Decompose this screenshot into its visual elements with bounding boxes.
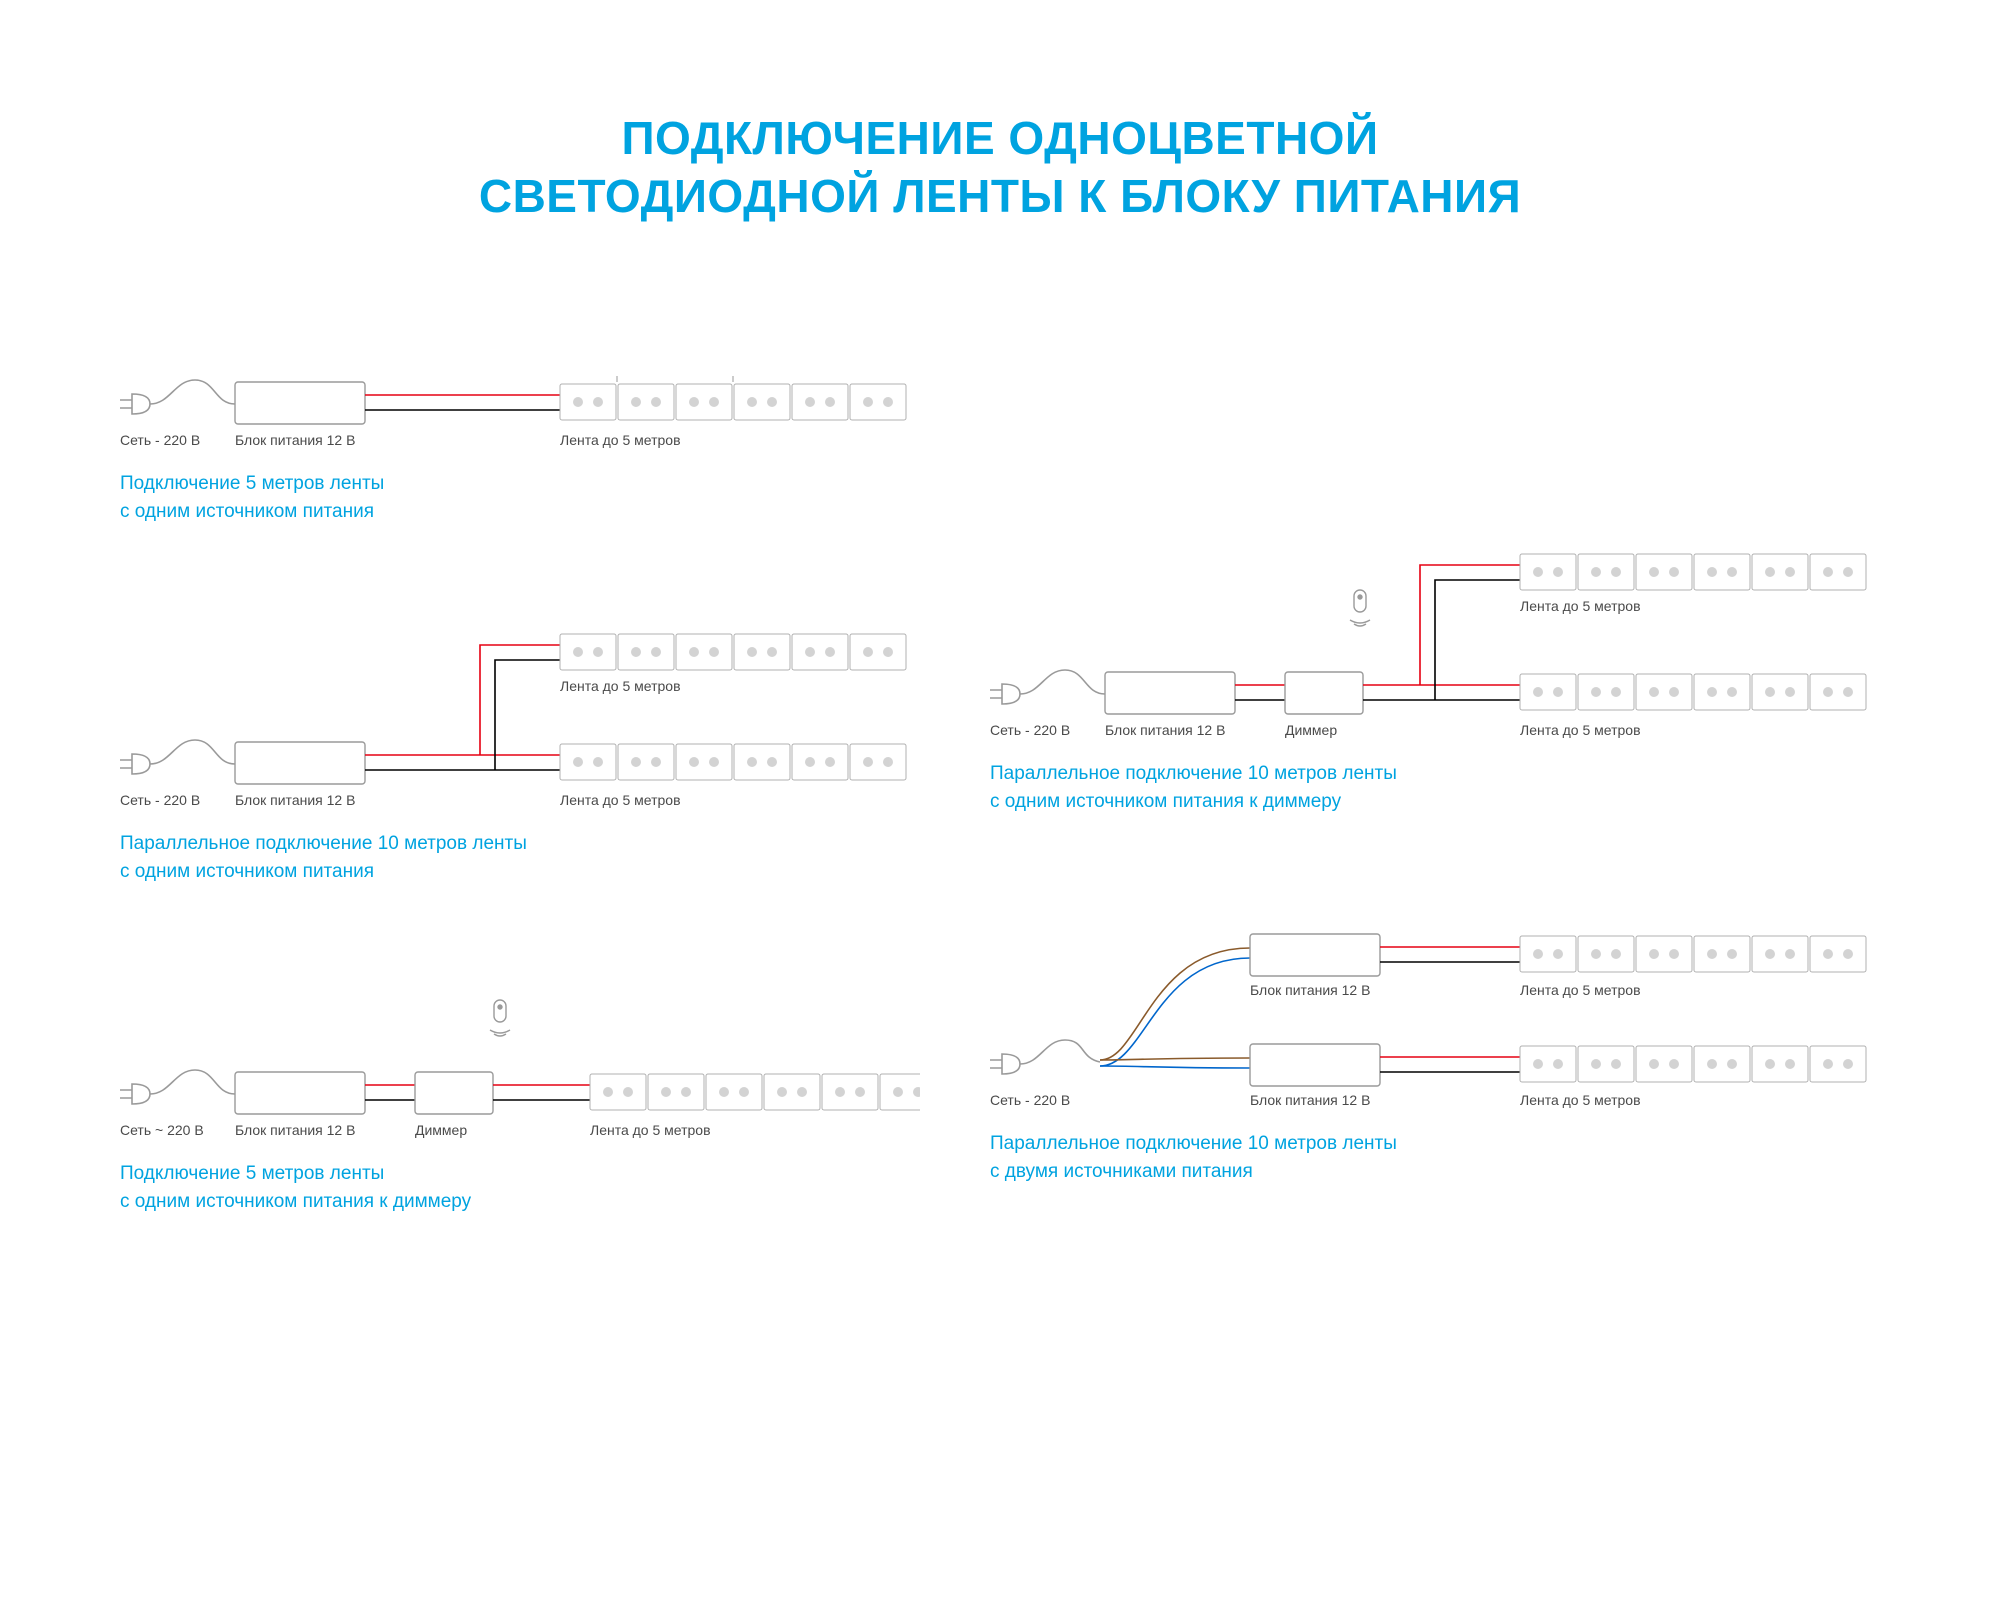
caption-line: Подключение 5 метров ленты xyxy=(120,473,384,494)
label-strip: Лента до 5 метров xyxy=(590,1122,711,1138)
label-strip-lower: Лента до 5 метров xyxy=(1520,1092,1641,1108)
schema-2: Лента до 5 метров Сеть - 220 В Блок пита… xyxy=(120,620,920,900)
caption-line: Параллельное подключение 10 метров ленты xyxy=(990,1133,1397,1154)
schema-4: Лента до 5 метров Сеть - 220 В Блок пита… xyxy=(990,540,1890,860)
caption-line: Подключение 5 метров ленты xyxy=(120,1163,384,1184)
label-mains: Сеть - 220 В xyxy=(990,722,1070,738)
schema-1-caption: Подключение 5 метров ленты с одним источ… xyxy=(120,470,384,525)
caption-line: Параллельное подключение 10 метров ленты xyxy=(120,833,527,854)
caption-line: с двумя источниками питания xyxy=(990,1161,1253,1182)
label-mains: Сеть - 220 В xyxy=(120,432,200,448)
schema-1: Сеть - 220 В Блок питания 12 В Лента до … xyxy=(120,350,920,530)
caption-line: с одним источником питания к диммеру xyxy=(120,1191,471,1212)
caption-line: с одним источником питания xyxy=(120,501,374,522)
schema-5-svg xyxy=(990,910,1890,1140)
caption-line: Параллельное подключение 10 метров ленты xyxy=(990,763,1397,784)
label-psu: Блок питания 12 В xyxy=(235,792,355,808)
label-mains: Сеть ~ 220 В xyxy=(120,1122,204,1138)
label-psu-lower: Блок питания 12 В xyxy=(1250,1092,1370,1108)
label-psu: Блок питания 12 В xyxy=(235,432,355,448)
schema-5-caption: Параллельное подключение 10 метров ленты… xyxy=(990,1130,1397,1185)
label-psu: Блок питания 12 В xyxy=(1105,722,1225,738)
label-psu: Блок питания 12 В xyxy=(235,1122,355,1138)
diagram-area: Сеть - 220 В Блок питания 12 В Лента до … xyxy=(120,350,1880,1550)
label-strip-upper: Лента до 5 метров xyxy=(1520,598,1641,614)
schema-4-caption: Параллельное подключение 10 метров ленты… xyxy=(990,760,1397,815)
schema-3-caption: Подключение 5 метров ленты с одним источ… xyxy=(120,1160,471,1215)
label-strip-lower: Лента до 5 метров xyxy=(560,792,681,808)
page-title: ПОДКЛЮЧЕНИЕ ОДНОЦВЕТНОЙ СВЕТОДИОДНОЙ ЛЕН… xyxy=(0,110,2000,225)
schema-3: Сеть ~ 220 В Блок питания 12 В Диммер Ле… xyxy=(120,990,920,1230)
label-strip-upper: Лента до 5 метров xyxy=(1520,982,1641,998)
schema-3-svg xyxy=(120,990,920,1140)
title-line-2: СВЕТОДИОДНОЙ ЛЕНТЫ К БЛОКУ ПИТАНИЯ xyxy=(479,170,1521,222)
label-mains: Сеть - 220 В xyxy=(120,792,200,808)
label-mains: Сеть - 220 В xyxy=(990,1092,1070,1108)
label-psu-upper: Блок питания 12 В xyxy=(1250,982,1370,998)
label-dimmer: Диммер xyxy=(1285,722,1337,738)
label-strip: Лента до 5 метров xyxy=(560,432,681,448)
caption-line: с одним источником питания xyxy=(120,861,374,882)
schema-2-caption: Параллельное подключение 10 метров ленты… xyxy=(120,830,527,885)
schema-5: Блок питания 12 В Лента до 5 метров Сеть… xyxy=(990,910,1890,1230)
caption-line: с одним источником питания к диммеру xyxy=(990,791,1341,812)
label-dimmer: Диммер xyxy=(415,1122,467,1138)
label-strip-upper: Лента до 5 метров xyxy=(560,678,681,694)
title-line-1: ПОДКЛЮЧЕНИЕ ОДНОЦВЕТНОЙ xyxy=(621,112,1378,164)
schema-2-svg xyxy=(120,620,920,810)
label-strip-lower: Лента до 5 метров xyxy=(1520,722,1641,738)
